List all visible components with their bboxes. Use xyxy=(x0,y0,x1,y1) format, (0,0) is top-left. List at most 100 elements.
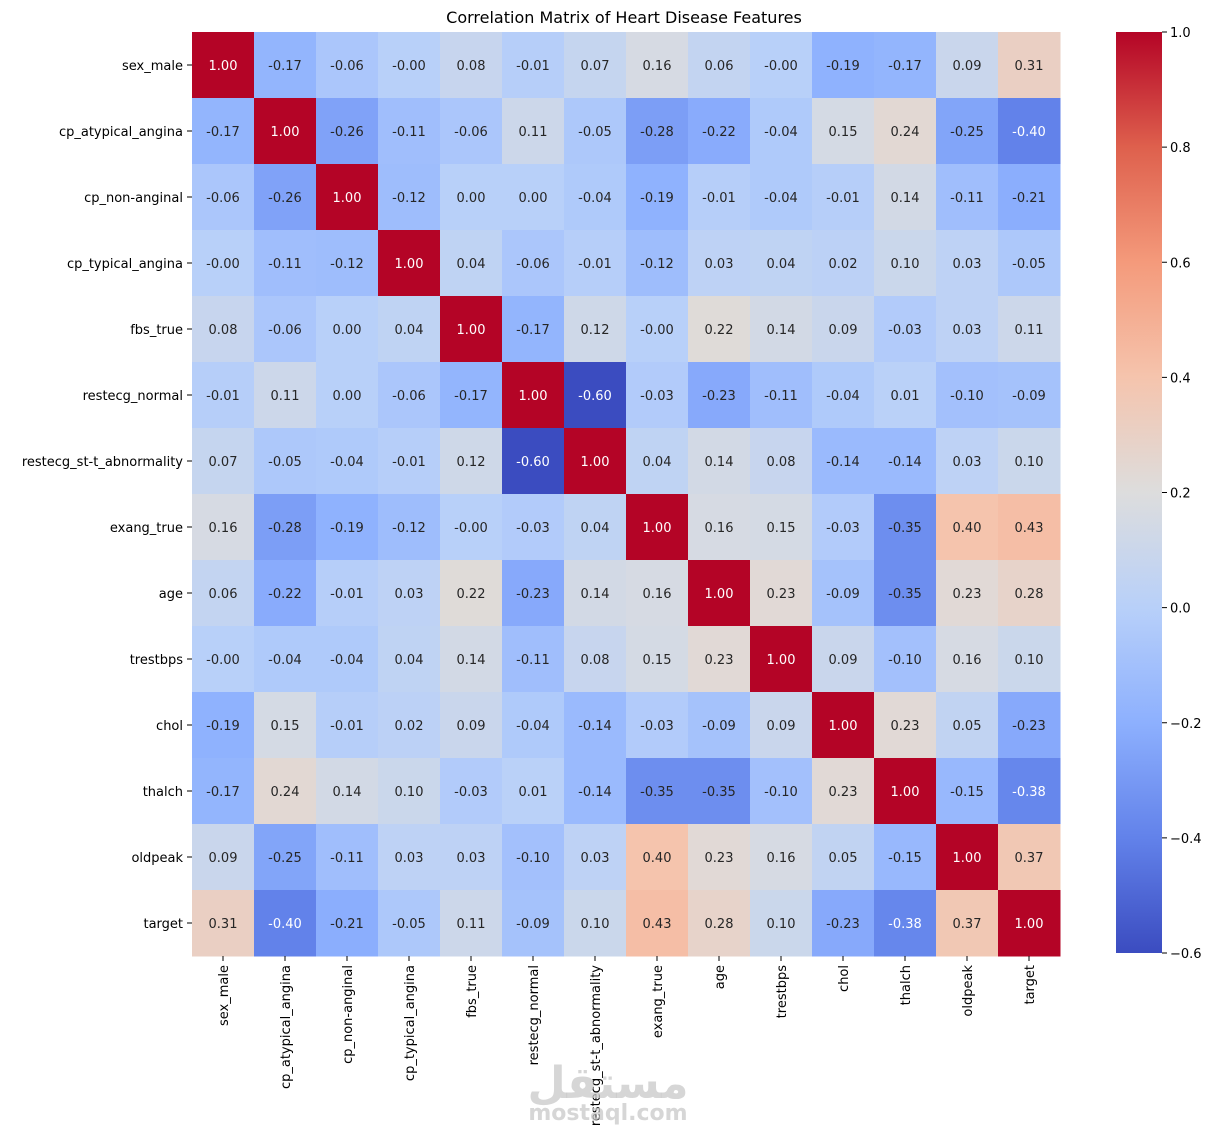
heatmap-cell xyxy=(750,428,813,495)
heatmap-cell-value: -0.00 xyxy=(454,521,488,536)
heatmap-cell-value: 0.04 xyxy=(395,653,424,668)
heatmap-cell-value: 0.04 xyxy=(395,323,424,338)
heatmap-cell-value: 0.08 xyxy=(457,59,486,74)
heatmap-cell-value: 0.40 xyxy=(953,521,982,536)
heatmap-cell-value: 0.22 xyxy=(705,323,734,338)
heatmap-cell xyxy=(626,758,689,825)
heatmap-cell xyxy=(998,230,1061,297)
heatmap-cell xyxy=(688,230,751,297)
heatmap-cell-value: 0.10 xyxy=(1015,455,1044,470)
heatmap-cell xyxy=(440,362,503,429)
heatmap-cell xyxy=(936,824,999,891)
heatmap-cell xyxy=(192,362,255,429)
heatmap-cell xyxy=(564,560,627,627)
heatmap-cell-value: -0.14 xyxy=(826,455,860,470)
heatmap-cell-value: -0.04 xyxy=(516,719,550,734)
heatmap-cell xyxy=(502,428,565,495)
heatmap-cell-value: 0.08 xyxy=(767,455,796,470)
x-axis-tick-label: thalch xyxy=(899,965,914,1005)
heatmap-cell xyxy=(378,890,441,957)
heatmap-cell xyxy=(874,626,937,693)
heatmap-cell xyxy=(936,296,999,363)
heatmap-cell xyxy=(812,164,875,231)
heatmap-cell xyxy=(936,692,999,759)
heatmap-cell-value: -0.10 xyxy=(516,851,550,866)
heatmap-cell-value: 1.00 xyxy=(395,257,424,272)
heatmap-cell-value: 0.16 xyxy=(705,521,734,536)
heatmap-cell xyxy=(378,32,441,99)
heatmap-cell-value: -0.06 xyxy=(516,257,550,272)
heatmap-cell-value: 0.15 xyxy=(767,521,796,536)
heatmap-cell xyxy=(874,428,937,495)
colorbar: 1.0 0.8 0.6 0.4 0.2 0.0 −0.2 −0.4 −0.6 xyxy=(1116,26,1202,962)
heatmap-cell xyxy=(192,164,255,231)
y-axis-tick-label: age xyxy=(159,587,183,602)
heatmap-cell xyxy=(254,362,317,429)
heatmap-cell xyxy=(998,296,1061,363)
heatmap-cell-value: 1.00 xyxy=(581,455,610,470)
heatmap-cell-value: 0.11 xyxy=(271,389,300,404)
heatmap-cell xyxy=(564,296,627,363)
heatmap-cell-value: 0.37 xyxy=(953,917,982,932)
heatmap-cell-value: 0.04 xyxy=(767,257,796,272)
heatmap-cell-value: 1.00 xyxy=(953,851,982,866)
heatmap-cell xyxy=(254,428,317,495)
heatmap-cell-value: -0.04 xyxy=(330,455,364,470)
y-axis-tick-label: exang_true xyxy=(110,521,183,536)
heatmap-cell xyxy=(812,428,875,495)
heatmap-cell-value: -0.03 xyxy=(888,323,922,338)
heatmap-cell xyxy=(192,494,255,561)
heatmap-cell xyxy=(192,824,255,891)
heatmap-cell-value: 0.03 xyxy=(953,257,982,272)
y-axis-tick-label: sex_male xyxy=(122,59,183,74)
heatmap-cell xyxy=(564,758,627,825)
heatmap-cell xyxy=(998,98,1061,165)
heatmap-cell xyxy=(874,230,937,297)
y-axis-tick-label: fbs_true xyxy=(130,323,183,338)
heatmap-cell-value: 0.15 xyxy=(271,719,300,734)
heatmap-cell xyxy=(316,164,379,231)
heatmap-cell-value: 0.00 xyxy=(333,389,362,404)
heatmap-cell-value: -0.11 xyxy=(950,191,984,206)
heatmap-cell-value: -0.06 xyxy=(330,59,364,74)
heatmap-cell-value: -0.00 xyxy=(764,59,798,74)
heatmap-cell-value: 0.24 xyxy=(891,125,920,140)
heatmap-cell-value: -0.00 xyxy=(392,59,426,74)
watermark-arabic: مستقل xyxy=(528,1058,689,1109)
x-axis-tick-label: exang_true xyxy=(651,965,666,1038)
heatmap-cell-value: 0.10 xyxy=(395,785,424,800)
heatmap-cell-value: 0.31 xyxy=(209,917,238,932)
heatmap-cell xyxy=(998,362,1061,429)
heatmap-cell-value: -0.01 xyxy=(330,719,364,734)
heatmap-cell-value: 0.43 xyxy=(643,917,672,932)
heatmap-cell-value: -0.60 xyxy=(516,455,550,470)
heatmap-cell xyxy=(750,560,813,627)
colorbar-tick-label: −0.4 xyxy=(1170,832,1202,847)
y-axis-tick-label: thalch xyxy=(143,785,183,800)
heatmap-cell-value: -0.10 xyxy=(950,389,984,404)
heatmap-cell xyxy=(378,758,441,825)
heatmap-cell xyxy=(688,164,751,231)
heatmap-cell-value: -0.17 xyxy=(268,59,302,74)
heatmap-cell-value: 1.00 xyxy=(457,323,486,338)
heatmap-cell-value: 1.00 xyxy=(891,785,920,800)
heatmap-cell-value: 0.02 xyxy=(829,257,858,272)
watermark-logo: مستقل mostaql.com xyxy=(528,1058,689,1126)
heatmap-cell-value: -0.19 xyxy=(330,521,364,536)
heatmap-cell xyxy=(936,494,999,561)
heatmap-cell-value: -0.23 xyxy=(1012,719,1046,734)
heatmap-cell xyxy=(998,824,1061,891)
heatmap-cell xyxy=(564,362,627,429)
heatmap-cell-value: -0.05 xyxy=(578,125,612,140)
heatmap-cell xyxy=(812,362,875,429)
heatmap-cell-value: -0.12 xyxy=(392,191,426,206)
heatmap-cell xyxy=(440,296,503,363)
heatmap-cell xyxy=(812,296,875,363)
heatmap-cell-value: 0.16 xyxy=(643,587,672,602)
heatmap-cell xyxy=(812,626,875,693)
heatmap-cell xyxy=(936,230,999,297)
heatmap-cell xyxy=(750,362,813,429)
heatmap-cell xyxy=(378,98,441,165)
y-axis-tick-label: oldpeak xyxy=(131,851,183,866)
heatmap-cell-value: 1.00 xyxy=(767,653,796,668)
